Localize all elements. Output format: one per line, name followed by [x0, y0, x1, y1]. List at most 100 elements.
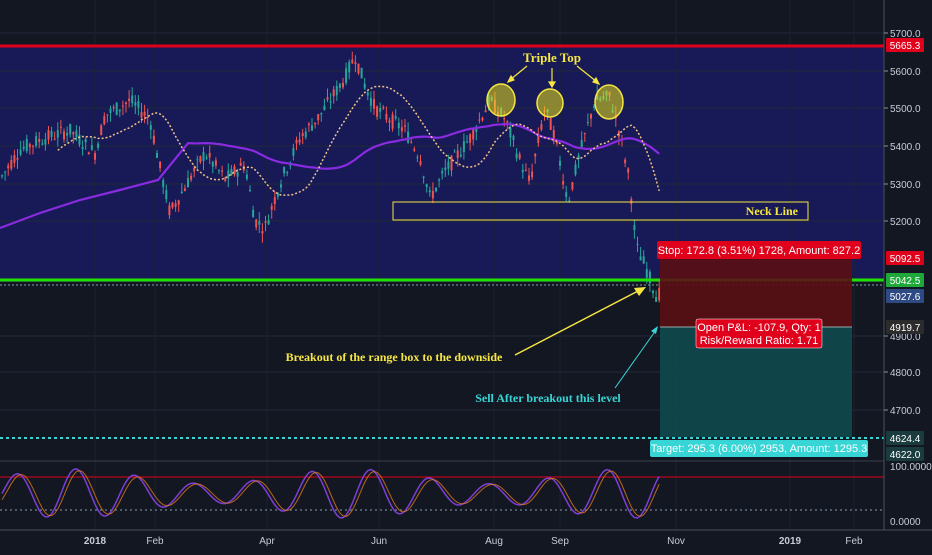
candle-body: [292, 148, 295, 156]
candle-body: [295, 140, 298, 144]
candle-body: [503, 118, 506, 120]
candle-body: [10, 159, 13, 169]
candle-body: [307, 123, 310, 126]
candle-body: [376, 106, 379, 117]
candle-body: [304, 131, 307, 138]
neck-line-box[interactable]: [392, 201, 809, 221]
price-tags: 5665.3 5092.5 5042.5 5027.6 4919.7 4624.4 4622…: [886, 38, 924, 461]
candle-body: [422, 176, 425, 179]
candle-body: [69, 123, 72, 135]
price-tag-box: [886, 273, 924, 287]
candle-body: [112, 107, 115, 109]
candle-body: [475, 129, 478, 132]
candle-body: [583, 133, 586, 135]
candle-body: [332, 89, 335, 97]
oscillator-axis: 100.0000 0.0000: [890, 462, 932, 528]
candle-body: [249, 189, 251, 192]
candle-body: [72, 132, 75, 135]
y-tick-label: 5600.0: [890, 67, 921, 78]
candle-body: [329, 101, 332, 103]
candle-body: [193, 167, 196, 172]
candle-body: [199, 156, 202, 163]
candle-body: [413, 148, 416, 151]
candle-body: [258, 221, 261, 225]
candle-body: [168, 205, 171, 216]
candle-body: [515, 153, 518, 159]
x-tick-label: Apr: [259, 536, 275, 547]
top-circle-1[interactable]: [486, 83, 516, 117]
top-circle-3[interactable]: [594, 84, 624, 120]
candle-body: [357, 63, 360, 74]
candle-body: [466, 141, 468, 143]
candle-body: [338, 83, 341, 88]
candle-body: [360, 67, 363, 79]
x-tick-label: Aug: [485, 536, 503, 547]
candle-body: [481, 117, 484, 121]
candle-body: [230, 168, 233, 176]
candle-body: [298, 139, 301, 143]
candle-body: [233, 166, 236, 175]
rr-label: Risk/Reward Ratio: 1.71: [700, 335, 819, 347]
candle-body: [7, 165, 10, 169]
candle-body: [379, 108, 382, 112]
sell-arrow: [614, 329, 657, 389]
candle-body: [462, 141, 465, 152]
candle-body: [366, 92, 369, 96]
x-tick-label: Feb: [845, 536, 863, 547]
candle-body: [438, 179, 441, 181]
candle-body: [342, 82, 344, 88]
osc-tick-label: 100.0000: [890, 462, 932, 473]
candle-body: [506, 121, 509, 123]
stop-zone[interactable]: [660, 253, 852, 327]
candle-body: [326, 97, 329, 100]
candle-body: [311, 125, 313, 131]
candle-body: [75, 130, 78, 137]
candle-body: [94, 153, 96, 160]
y-tick-label: 5300.0: [890, 180, 921, 191]
candle-body: [97, 143, 100, 148]
y-axis[interactable]: 5700.0 5600.0 5500.0 5400.0 5300.0 5200.0 4900…: [884, 29, 921, 417]
oscillator-signal-line: [1, 469, 660, 517]
pnl-label-box: [695, 318, 823, 349]
ma-slow-line: [0, 123, 660, 230]
candle-body: [453, 151, 456, 153]
candle-body: [115, 102, 118, 115]
price-tag-label: 4624.4: [890, 434, 921, 445]
candle-body: [218, 170, 220, 172]
candle-body: [245, 174, 248, 179]
candle-body: [447, 161, 450, 169]
candle-body: [373, 99, 375, 109]
y-tick-label: 5700.0: [890, 29, 921, 40]
price-tag-box: [886, 289, 924, 303]
candle-body: [652, 290, 654, 294]
candle-body: [444, 167, 447, 171]
candle-body: [236, 172, 239, 177]
x-tick-label: 2018: [84, 536, 107, 547]
price-tag-box: [886, 431, 924, 445]
candle-body: [382, 107, 385, 109]
candle-body: [335, 85, 338, 96]
top-circle-2[interactable]: [536, 88, 564, 118]
candle-body: [224, 177, 227, 181]
candle-body: [156, 152, 158, 158]
candle-body: [351, 59, 354, 64]
candle-body: [512, 136, 515, 140]
candle-body: [19, 149, 22, 155]
candle-body: [149, 125, 152, 130]
candle-body: [540, 124, 543, 130]
candle-body: [559, 160, 561, 166]
candle-body: [41, 143, 44, 145]
x-axis[interactable]: 2018 Feb Apr Jun Aug Sep Nov 2019 Feb: [84, 536, 863, 547]
candle-body: [22, 146, 25, 149]
candle-body: [524, 169, 527, 171]
candle-body: [555, 140, 558, 144]
ma-fast-line: [57, 85, 660, 196]
candle-body: [639, 256, 642, 261]
candle-body: [400, 127, 403, 132]
candle-body: [416, 157, 419, 159]
candle-body: [397, 122, 400, 129]
candle-body: [78, 134, 81, 145]
candle-body: [435, 187, 437, 192]
